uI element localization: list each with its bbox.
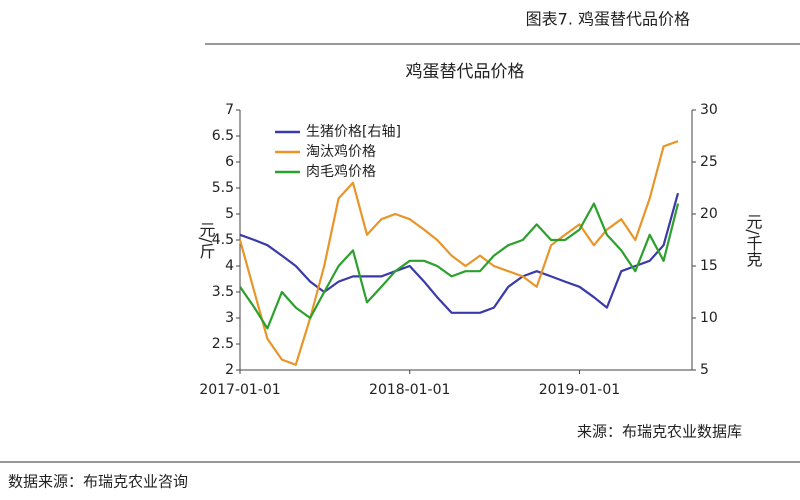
y-tick-label: 3 — [225, 310, 234, 326]
source-note: 来源：布瑞克农业数据库 — [577, 423, 742, 441]
footer-note: 数据来源：布瑞克农业咨询 — [8, 473, 188, 491]
y2-tick-label: 10 — [700, 310, 718, 326]
header-title: 图表7. 鸡蛋替代品价格 — [526, 10, 690, 29]
y2-tick-label: 5 — [700, 362, 709, 378]
y-axis-label: 元/斤 — [197, 221, 216, 258]
legend-label: 肉毛鸡价格 — [306, 163, 376, 180]
series-line — [239, 192, 680, 314]
y-tick-label: 5.5 — [212, 180, 234, 196]
y-tick-label: 6.5 — [212, 128, 234, 144]
y2-tick-label: 30 — [700, 102, 718, 118]
x-tick-label: 2018-01-01 — [369, 382, 450, 398]
y-tick-label: 2.5 — [212, 336, 234, 352]
y2-tick-label: 20 — [700, 206, 718, 222]
y-tick-label: 5 — [225, 206, 234, 222]
legend-label: 生猪价格[右轴] — [306, 124, 401, 140]
x-tick-label: 2017-01-01 — [199, 382, 280, 398]
legend-label: 淘汰鸡价格 — [306, 143, 376, 160]
y2-tick-label: 25 — [700, 154, 718, 170]
y-tick-label: 7 — [225, 102, 234, 118]
y-tick-label: 4.5 — [212, 232, 234, 248]
series-line — [239, 202, 680, 330]
y-tick-label: 6 — [225, 154, 234, 170]
chart-title: 鸡蛋替代品价格 — [406, 62, 525, 82]
x-tick-label: 2019-01-01 — [539, 382, 620, 398]
y-tick-label: 4 — [225, 258, 234, 274]
y2-tick-label: 15 — [700, 258, 718, 274]
y-tick-label: 2 — [225, 362, 234, 378]
y-tick-label: 3.5 — [212, 284, 234, 300]
y2-axis-label: 元/千克 — [744, 213, 763, 267]
